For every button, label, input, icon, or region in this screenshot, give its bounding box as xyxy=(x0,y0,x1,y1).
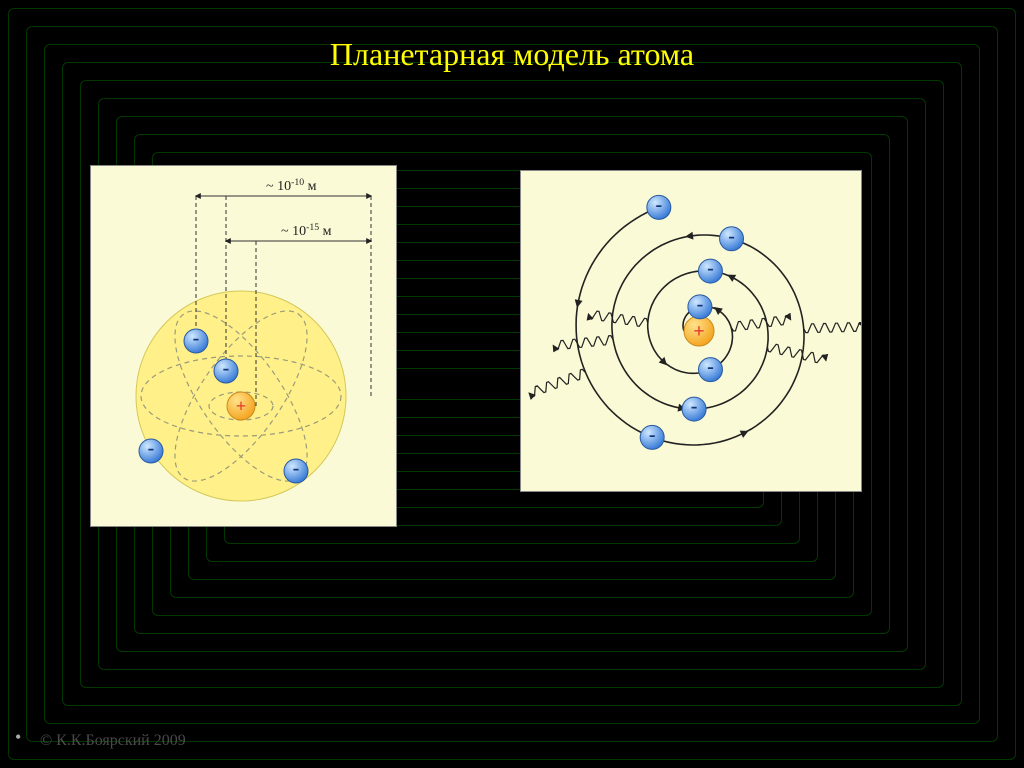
electron-label: - xyxy=(293,458,300,480)
electron-label: - xyxy=(697,293,704,315)
spiral-arrow xyxy=(714,307,723,315)
spiral-arrow xyxy=(575,299,583,308)
electron-label: - xyxy=(649,424,656,446)
dim-label: ~ 10-15 м xyxy=(281,222,332,240)
electron-label: - xyxy=(691,396,698,418)
electron-label: - xyxy=(148,438,155,460)
footer-bullet: • xyxy=(15,727,21,748)
electron-label: - xyxy=(193,328,200,350)
radiation-wave xyxy=(767,344,826,362)
nucleus-label: + xyxy=(693,320,704,342)
left-diagram-panel: ~ 10-10 м~ 10-15 м+---- xyxy=(90,165,397,527)
radiation-wave xyxy=(529,369,585,396)
radiation-wave xyxy=(731,315,791,331)
electron-label: - xyxy=(728,225,735,247)
slide-title: Планетарная модель атома xyxy=(0,36,1024,73)
radiation-wave xyxy=(589,311,648,326)
footer-copyright: © К.К.Боярский 2009 xyxy=(40,732,186,750)
slide-stage: Планетарная модель атома ~ 10-10 м ~ 10-1… xyxy=(0,0,1024,768)
radiation-wave xyxy=(804,323,861,333)
radiation-wave xyxy=(553,336,613,350)
spiral-arrow xyxy=(685,232,693,240)
electron-label: - xyxy=(223,358,230,380)
electron-label: - xyxy=(707,356,714,378)
nucleus-label: + xyxy=(236,396,246,416)
electron-label: - xyxy=(707,258,714,280)
right-diagram: +------- xyxy=(521,171,861,491)
dim-label: ~ 10-10 м xyxy=(266,177,317,195)
electron-label: - xyxy=(655,194,662,216)
right-diagram-panel: +------- xyxy=(520,170,862,492)
left-diagram: ~ 10-10 м~ 10-15 м+---- xyxy=(91,166,396,526)
